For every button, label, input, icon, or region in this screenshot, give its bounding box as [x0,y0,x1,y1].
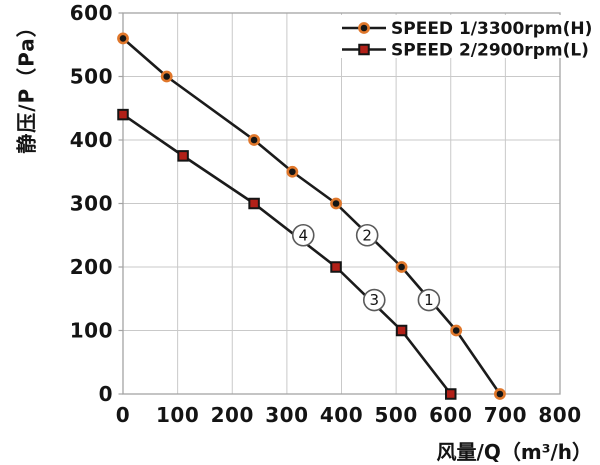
annotation-circle-4 [291,223,315,247]
x-axis-title: 风量/Q（m³/h） [436,440,592,464]
series-2-marker-square [445,388,457,400]
legend-marker-square [358,43,370,56]
legend-item-label: SPEED 2/2900rpm(L) [391,41,589,61]
y-tick-label: 500 [70,65,113,89]
x-tick-label: 500 [375,403,418,427]
x-tick-label: 600 [429,403,472,427]
y-axis-title: 静压/P（Pa） [14,16,39,154]
legend-item-label: SPEED 1/3300rpm(H) [391,19,592,39]
annotation-number-3: 3 [370,291,380,309]
y-tick-label: 600 [70,1,113,25]
annotation-number-1: 1 [424,291,434,309]
series-1-marker-circle [160,70,173,83]
x-tick-label: 200 [211,403,254,427]
series-2-marker-square [177,150,189,162]
x-tick-label: 400 [320,403,363,427]
series-1-marker-circle [117,32,129,45]
series-1-marker-circle [494,388,506,400]
x-tick-label: 700 [484,403,527,427]
x-tick-label: 800 [538,403,581,427]
x-tick-label: 100 [156,403,199,427]
annotation-number-4: 4 [298,226,308,244]
series-1-marker-circle [248,134,260,146]
plot-border [122,12,561,395]
legend-marker-circle [358,22,370,34]
y-tick-label: 400 [70,128,113,152]
series-1-marker-circle [330,197,342,210]
annotation-number-2: 2 [362,226,372,244]
series-1-marker-circle [395,261,408,273]
series-2-marker-square [248,197,260,210]
y-tick-label: 0 [99,382,113,406]
x-tick-label: 300 [265,403,308,427]
series-2-marker-square [330,261,342,273]
series-line-1 [121,37,502,396]
annotation-circle-3 [362,288,386,312]
annotation-circle-1 [417,288,441,312]
x-tick-label: 0 [116,403,130,427]
series-2-marker-square [117,108,129,121]
y-tick-label: 100 [70,319,113,343]
series-2-marker-square [395,324,408,337]
series-1-marker-circle [450,324,463,337]
annotation-circle-2 [355,223,379,247]
legend-background [336,15,568,58]
series-1-marker-circle [286,165,299,178]
y-tick-label: 300 [70,192,113,216]
y-tick-label: 200 [70,255,113,279]
